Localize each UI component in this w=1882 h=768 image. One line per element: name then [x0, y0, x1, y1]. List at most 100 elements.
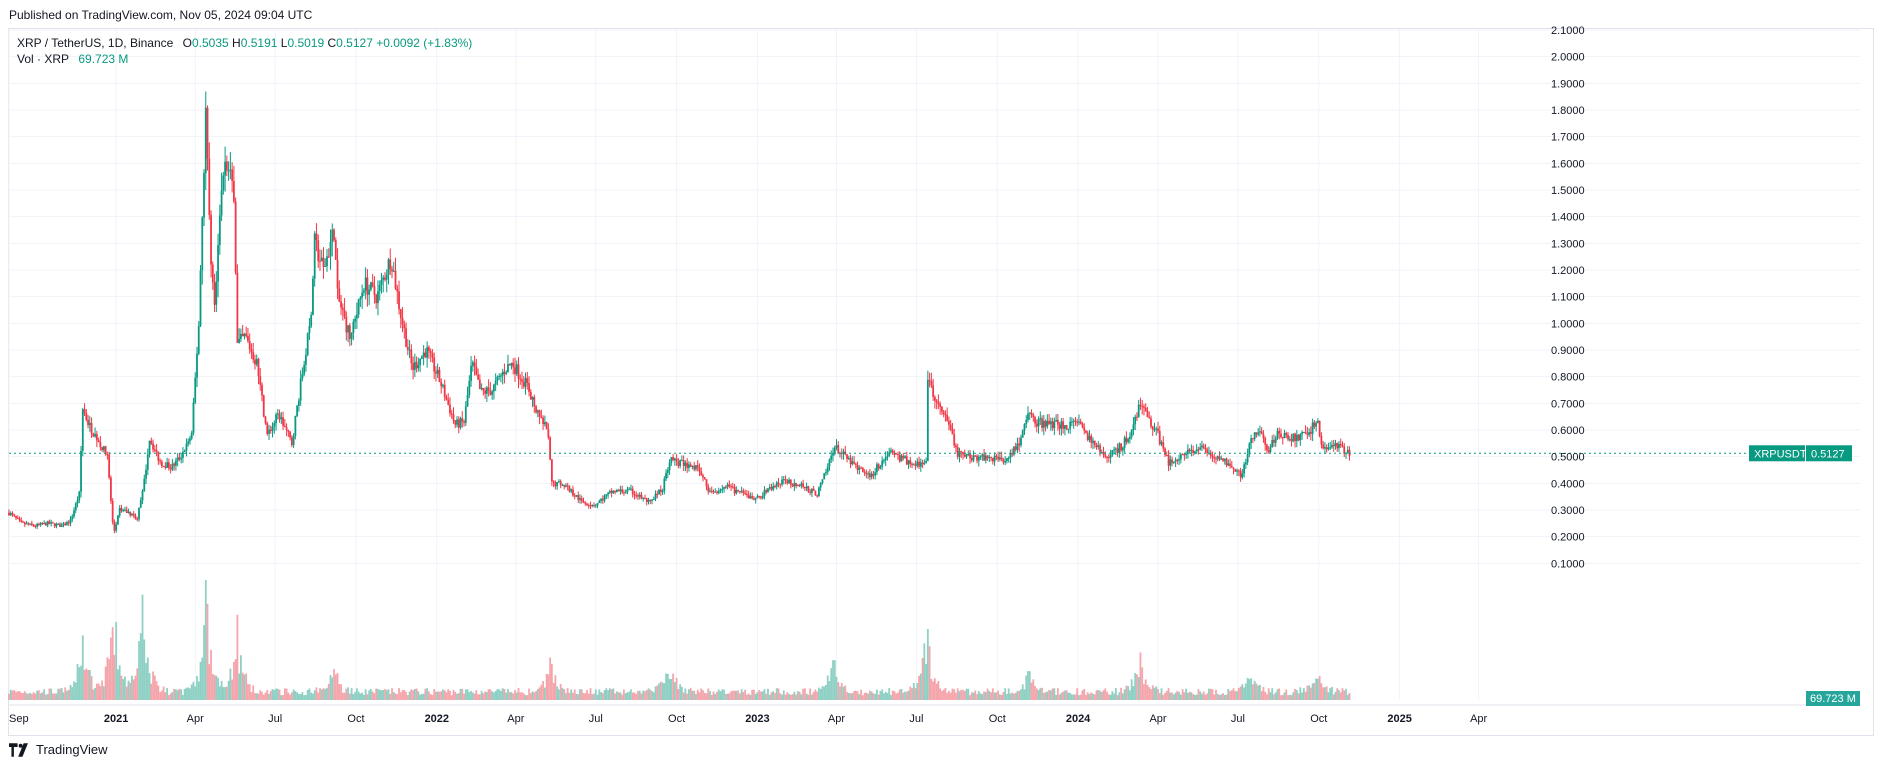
candle-body: [1011, 452, 1014, 455]
candle-body: [167, 462, 170, 469]
volume-bar: [320, 689, 323, 700]
candle-body: [194, 377, 197, 403]
candle-body: [818, 487, 820, 497]
volume-bar: [301, 692, 304, 700]
volume-bar: [206, 603, 209, 700]
volume-bar: [1072, 694, 1075, 700]
volume-bar: [1230, 690, 1233, 700]
time-tick-label: Oct: [1310, 713, 1327, 725]
candle-body: [751, 496, 754, 499]
volume-bar: [334, 674, 337, 700]
volume-bar: [336, 673, 339, 700]
candle-body: [928, 379, 931, 382]
volume-bar: [582, 693, 585, 700]
volume-bar: [355, 688, 358, 700]
candle-body: [66, 522, 68, 526]
candle-body: [1253, 432, 1256, 440]
volume-bar: [1051, 688, 1054, 700]
volume-bar: [303, 695, 306, 700]
volume-bar: [735, 690, 738, 700]
candle-body: [543, 422, 546, 425]
candle-body: [92, 433, 95, 437]
volume-bar: [698, 692, 701, 700]
tradingview-brand[interactable]: TradingView: [36, 742, 108, 757]
volume-bar: [1179, 694, 1182, 700]
volume-bar: [201, 657, 204, 700]
volume-bar: [500, 690, 502, 700]
volume-bar: [118, 665, 121, 700]
volume-bar: [401, 690, 404, 700]
candle-body: [770, 487, 773, 490]
volume-bar: [1301, 692, 1303, 700]
candle-body: [1176, 459, 1179, 461]
volume-bar: [382, 689, 385, 700]
volume-bar: [1211, 689, 1214, 700]
candle-body: [271, 426, 274, 431]
volume-bar: [573, 689, 576, 700]
price-tick-label: 2.1000: [1551, 25, 1585, 37]
candle-body: [240, 333, 242, 339]
candle-body: [1302, 431, 1305, 433]
volume-bar: [547, 674, 550, 700]
candle-body: [445, 397, 448, 400]
candle-body: [1334, 442, 1337, 447]
candle-body: [730, 486, 732, 488]
candle-body: [796, 485, 799, 487]
volume-bar: [482, 693, 485, 700]
time-axis[interactable]: Sep 2021 Apr Jul Oct 2022 Apr Jul Oct 2023 Apr Jul O…: [9, 713, 1488, 725]
volume-bar: [904, 691, 906, 700]
volume-bar: [493, 692, 495, 700]
candle-body: [173, 463, 176, 466]
price-axis[interactable]: 0.10000.20000.30000.40000.50000.60000.70…: [1551, 25, 1585, 570]
volume-bar: [1172, 694, 1175, 700]
candle-body: [252, 351, 255, 360]
volume-bar: [450, 695, 453, 700]
candle-body: [480, 388, 483, 390]
volume-bar: [408, 691, 411, 700]
candle-body: [637, 495, 639, 497]
volume-bar: [791, 694, 794, 700]
volume-bar: [1346, 694, 1349, 700]
volume-bar: [59, 688, 61, 700]
volume-bar: [427, 691, 430, 700]
volume-bar: [43, 689, 46, 700]
volume-bar: [385, 690, 388, 700]
candle-body: [1067, 428, 1070, 430]
candle-body: [733, 486, 736, 494]
volume-bar: [74, 682, 77, 700]
candle-body: [944, 414, 947, 416]
volume-bar: [1229, 691, 1231, 700]
volume-bar: [883, 693, 885, 700]
volume-bar: [16, 691, 19, 700]
volume-label[interactable]: Vol · XRP: [17, 52, 70, 66]
symbol-name[interactable]: XRP / TetherUS, 1D, Binance: [17, 36, 174, 50]
time-tick-label: Jul: [589, 713, 603, 725]
volume-bar: [770, 692, 773, 700]
time-tick-label: 2021: [104, 713, 128, 725]
candle-body: [698, 467, 701, 472]
volume-bar: [858, 694, 861, 700]
volume-bar: [863, 693, 866, 700]
volume-bar: [1095, 690, 1098, 700]
volume-bar: [874, 693, 877, 700]
candle-body: [1216, 456, 1219, 459]
volume-bar: [1048, 690, 1050, 700]
tradingview-logo-icon[interactable]: [9, 742, 31, 757]
candle-body: [608, 490, 611, 493]
candle-body: [1118, 443, 1121, 453]
candle-body: [8, 512, 10, 515]
volume-bar: [366, 694, 369, 700]
candle-body: [122, 510, 125, 512]
candle-body: [338, 288, 341, 302]
candle-body: [933, 396, 936, 401]
volume-bar: [30, 694, 33, 700]
last-price-text: 0.5127: [1811, 448, 1845, 460]
candle-body: [292, 435, 295, 446]
candle-body: [487, 387, 490, 391]
volume-bar: [688, 689, 690, 700]
volume-bar: [812, 691, 815, 700]
candle-body: [563, 484, 566, 487]
candle-body: [635, 495, 638, 497]
candle-body: [1143, 406, 1145, 408]
